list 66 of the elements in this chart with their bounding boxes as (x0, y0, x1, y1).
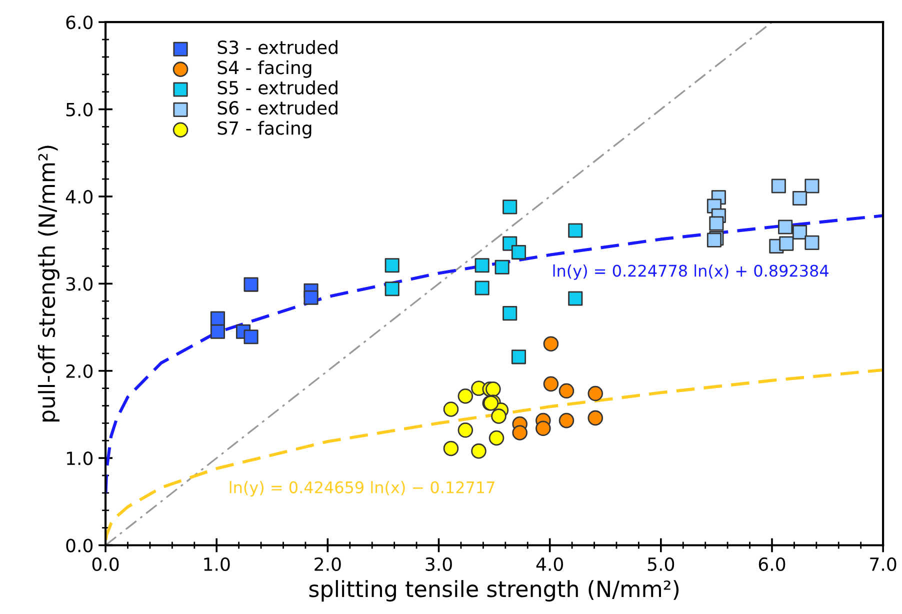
point (502, 306, 518, 321)
point (588, 410, 604, 426)
point (804, 178, 820, 194)
legend-label: S7 - facing (218, 120, 312, 138)
point (458, 388, 474, 404)
point (474, 258, 490, 273)
point (568, 223, 583, 238)
y-axis-title: pull-off strength (N/mm²) (38, 146, 60, 422)
point (511, 350, 526, 364)
legend-label: S5 - extruded (218, 80, 338, 94)
y-tick-label: 4.0 (66, 190, 93, 204)
point (474, 280, 490, 296)
point (543, 376, 559, 392)
y-tick-label: 6.0 (66, 16, 93, 30)
point (488, 430, 504, 446)
point (511, 244, 526, 260)
point (543, 336, 559, 352)
point (471, 443, 486, 459)
annotation: ln(y) = 0.224778 ln(x) + 0.892384 (553, 264, 828, 280)
point (568, 291, 583, 306)
point (384, 258, 400, 273)
y-tick-label: 5.0 (66, 102, 93, 116)
point (491, 408, 506, 424)
point (486, 382, 501, 397)
line-series (106, 214, 884, 494)
point (458, 422, 474, 438)
y-tick-label: 1.0 (67, 452, 93, 466)
point (443, 440, 459, 456)
point (588, 386, 604, 402)
point (792, 190, 808, 206)
line-series (106, 368, 884, 542)
point (771, 178, 786, 194)
point (792, 224, 808, 240)
x-tick-label: 7.0 (870, 557, 896, 572)
x-tick-label: 0.0 (92, 557, 119, 572)
x-tick-label: 1.0 (204, 557, 230, 572)
point (384, 282, 400, 296)
x-tick-label: 6.0 (758, 557, 786, 572)
point (778, 220, 793, 234)
legend-label: S6 - extruded (218, 100, 338, 115)
point (210, 311, 226, 326)
annotation: ln(y) = 0.424659 ln(x) − 0.12717 (230, 481, 494, 496)
legend-label: S4 - facing (218, 60, 312, 78)
point (804, 235, 820, 250)
point (779, 236, 794, 251)
y-tick-label: 3.0 (66, 277, 93, 291)
point (304, 290, 318, 305)
point (512, 425, 528, 440)
point (709, 216, 724, 231)
x-tick-label: 5.0 (648, 557, 674, 572)
point (558, 412, 574, 428)
point (502, 200, 518, 214)
legend-label: S3 - extruded (218, 40, 338, 54)
y-tick-label: 0.0 (66, 538, 93, 552)
point (443, 402, 459, 417)
point (494, 260, 510, 274)
y-tick-label: 2.0 (66, 364, 93, 378)
x-tick-label: 2.0 (314, 557, 341, 572)
point (536, 420, 551, 436)
x-axis-title: splitting tensile strength (N/mm²) (309, 580, 679, 602)
x-tick-label: 4.0 (536, 557, 563, 572)
point (558, 383, 574, 399)
point (244, 277, 258, 292)
point (210, 324, 226, 339)
x-tick-label: 3.0 (426, 557, 452, 572)
point (244, 330, 258, 344)
